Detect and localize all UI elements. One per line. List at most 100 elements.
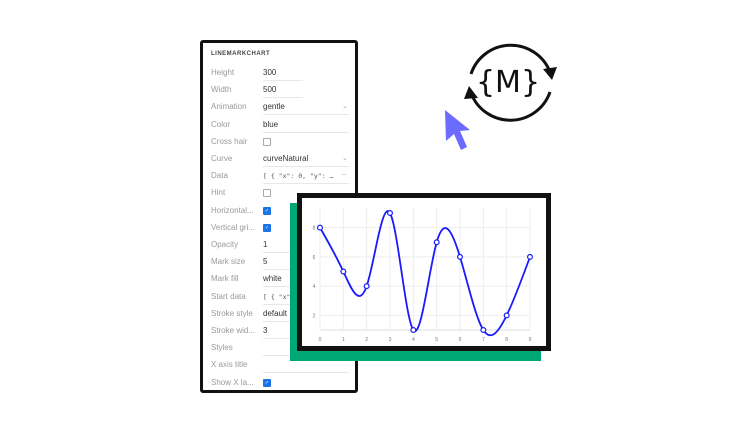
prop-value-input[interactable]: [ { "x": <box>263 292 295 301</box>
prop-label: Opacity <box>211 240 239 249</box>
input-underline <box>263 252 303 253</box>
x-tick-label: 2 <box>365 337 368 343</box>
prop-label: Horizontal... <box>211 205 254 215</box>
prop-row: Color blue <box>211 117 351 133</box>
data-point <box>363 283 370 290</box>
data-point <box>317 224 324 231</box>
prop-value-input[interactable]: [ { "x": 0, "y": … <box>263 172 334 181</box>
prop-value-input[interactable]: 300 <box>263 68 277 77</box>
data-point <box>480 327 487 334</box>
prop-row: Curve curveNatural ⌄ <box>211 151 351 167</box>
prop-label: Cross hair <box>211 136 248 146</box>
x-tick-label: 6 <box>459 337 462 343</box>
prop-value-input[interactable]: gentle <box>263 102 285 112</box>
prop-row: Mark size 5 <box>211 254 351 271</box>
data-point <box>503 312 510 319</box>
x-tick-label: 5 <box>435 337 438 343</box>
prop-checkbox[interactable]: ✓ <box>263 223 271 232</box>
series-line <box>319 210 531 337</box>
prop-label: Animation <box>211 102 247 112</box>
input-underline <box>263 80 303 81</box>
input-underline <box>263 183 349 185</box>
input-underline <box>263 166 349 167</box>
prop-value-input[interactable]: 5 <box>263 257 268 267</box>
data-point <box>433 239 440 246</box>
x-tick-label: 0 <box>319 337 322 343</box>
prop-value-input[interactable]: 3 <box>263 326 268 335</box>
prop-label: Mark fill <box>211 274 239 284</box>
prop-value-input[interactable]: 500 <box>263 85 277 95</box>
prop-checkbox[interactable] <box>263 137 271 146</box>
expand-icon[interactable]: – <box>342 171 346 179</box>
prop-row: Height 300 <box>211 65 351 81</box>
input-underline <box>263 131 349 133</box>
prop-label: Styles <box>211 343 233 353</box>
arrow-head-icon <box>464 86 478 99</box>
prop-row: Stroke style default <box>211 306 351 322</box>
logo-text: {M} <box>476 65 540 100</box>
prop-label: Color <box>211 119 231 129</box>
x-tick-label: 7 <box>482 337 485 343</box>
prop-label: Vertical gri... <box>211 222 256 232</box>
prop-value-input[interactable]: 1 <box>263 240 268 249</box>
panel-title: LINEMARKCHART <box>211 51 271 57</box>
line-mark-chart: 0 1 2 3 4 5 6 7 8 9 2 4 6 8 <box>313 208 534 343</box>
prop-row: Animation gentle ⌄ <box>211 99 351 116</box>
input-underline <box>263 114 349 116</box>
prop-value-input[interactable]: white <box>263 274 282 284</box>
prop-checkbox[interactable] <box>263 189 271 198</box>
y-tick-label: 8 <box>313 226 316 232</box>
prop-label: Stroke wid... <box>211 326 256 335</box>
prop-label: Width <box>211 85 232 95</box>
x-tick-label: 1 <box>342 337 345 343</box>
arrow-head-icon <box>543 67 557 80</box>
prop-label: Mark size <box>211 257 246 267</box>
data-point <box>457 253 464 260</box>
prop-row: X axis title <box>211 357 351 374</box>
prop-row: Data [ { "x": 0, "y": … – <box>211 168 351 185</box>
prop-checkbox[interactable]: ✓ <box>263 206 271 215</box>
prop-value-input[interactable]: blue <box>263 119 279 129</box>
input-underline <box>263 97 303 99</box>
prop-row: Mark fill white <box>211 271 351 288</box>
prop-value-input[interactable]: default <box>263 308 288 318</box>
prop-row: Width 500 <box>211 82 351 99</box>
prop-label: Data <box>211 171 228 181</box>
prop-row: Cross hair <box>211 134 351 150</box>
input-underline <box>263 320 303 322</box>
prop-label: Stroke style <box>211 308 253 318</box>
input-underline <box>263 269 303 271</box>
y-tick-label: 4 <box>313 284 316 290</box>
prop-label: Show X la... <box>211 377 254 387</box>
prop-row: Stroke wid... 3 <box>211 323 351 339</box>
chevron-down-icon[interactable]: ⌄ <box>342 155 348 162</box>
prop-row: Horizontal... ✓ <box>211 203 351 219</box>
prop-checkbox[interactable]: ✓ <box>263 378 271 387</box>
chevron-down-icon[interactable]: ⌄ <box>342 103 348 111</box>
prop-row: Opacity 1 <box>211 237 351 253</box>
prop-label: Curve <box>211 154 233 163</box>
x-tick-label: 8 <box>505 337 508 343</box>
prop-label: Start data <box>211 291 246 301</box>
prop-row: Vertical gri... ✓ <box>211 220 351 236</box>
x-tick-label: 4 <box>412 337 415 343</box>
y-tick-label: 2 <box>313 313 316 319</box>
prop-value-input[interactable]: curveNatural <box>263 154 309 163</box>
data-point <box>527 253 534 260</box>
y-tick-label: 6 <box>313 255 316 261</box>
prop-row: Hint <box>211 185 351 201</box>
chart-frame: 0 1 2 3 4 5 6 7 8 9 2 4 6 8 <box>297 193 551 351</box>
prop-row: Show X la... ✓ <box>211 375 351 391</box>
input-underline <box>263 372 349 374</box>
input-underline <box>263 338 303 339</box>
sync-arrows-icon: {M} <box>464 43 557 122</box>
prop-label: Hint <box>211 188 226 198</box>
input-underline <box>263 286 303 288</box>
data-point <box>340 268 347 275</box>
prop-label: Height <box>211 68 235 77</box>
data-point <box>386 210 393 217</box>
x-tick-label: 3 <box>389 337 392 343</box>
prop-label: X axis title <box>211 360 248 370</box>
x-tick-label: 9 <box>529 337 532 343</box>
data-point <box>410 327 417 334</box>
